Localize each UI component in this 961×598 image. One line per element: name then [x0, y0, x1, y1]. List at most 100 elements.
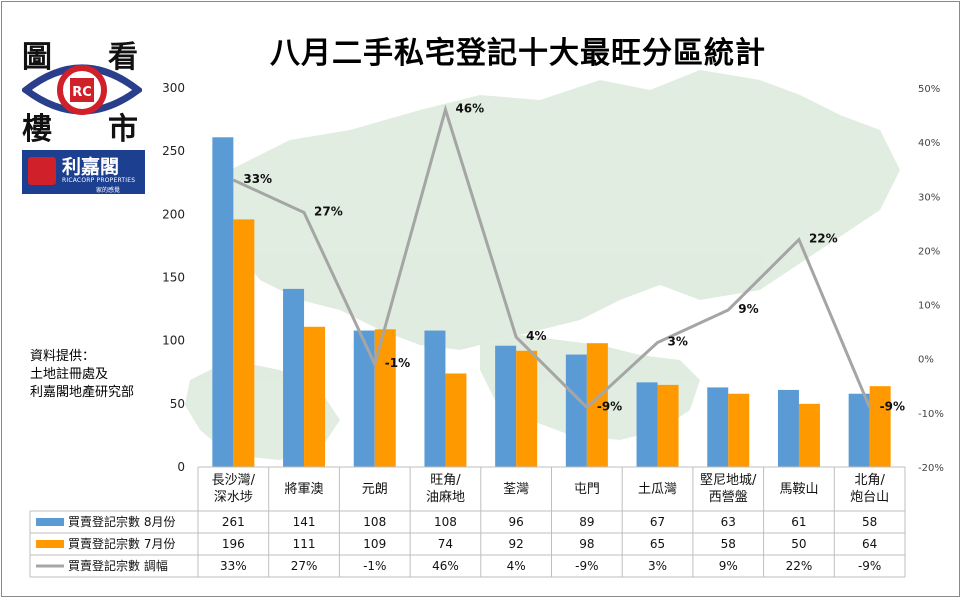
table-cell: 58	[862, 515, 877, 529]
change-data-label: -9%	[880, 399, 905, 413]
change-data-label: 9%	[738, 302, 758, 316]
bar-aug	[565, 354, 587, 467]
source-line-3: 利嘉閣地產研究部	[30, 385, 135, 400]
bar-aug	[707, 387, 729, 467]
y-right-tick-label: 40%	[918, 138, 940, 149]
table-cell: 111	[293, 537, 316, 551]
table-cell: 98	[579, 537, 594, 551]
category-label: 深水埗	[214, 490, 253, 505]
legend-series-name: 買賣登記宗數 8月份	[68, 514, 175, 529]
logo-char-2: 看	[108, 40, 138, 75]
logo: RC 圖 看 樓 市	[22, 32, 142, 147]
change-data-label: 4%	[526, 329, 546, 343]
bar-aug	[636, 382, 658, 467]
category-label: 北角/	[854, 473, 885, 488]
category-label: 旺角/	[430, 473, 461, 488]
category-label: 長沙灣/	[212, 473, 256, 488]
bar-jul	[374, 329, 396, 467]
table-cell: 96	[509, 515, 524, 529]
change-data-label: -1%	[385, 356, 410, 370]
change-data-label: 3%	[668, 334, 688, 348]
table-cell: 46%	[432, 559, 459, 573]
logo-char-3: 樓	[22, 112, 52, 147]
brand-mark-icon	[28, 157, 56, 185]
change-data-label: 22%	[809, 232, 838, 246]
table-cell: -1%	[363, 559, 386, 573]
y-left-tick-label: 150	[162, 271, 185, 285]
table-cell: 50	[791, 537, 806, 551]
table-cell: 33%	[220, 559, 247, 573]
emblem-text: RC	[72, 85, 92, 100]
y-left-tick-label: 100	[162, 334, 185, 348]
bar-jul	[869, 386, 891, 467]
table-cell: 9%	[719, 559, 738, 573]
y-right-tick-label: -10%	[918, 409, 944, 420]
table-cell: 3%	[648, 559, 667, 573]
category-label: 將軍澳	[285, 481, 324, 497]
y-left-tick-label: 300	[162, 81, 185, 95]
table-cell: -9%	[858, 559, 881, 573]
eye-emblem-icon: RC	[22, 64, 142, 115]
brand-sub-zh: 家的感覺	[96, 187, 121, 194]
table-cell: 61	[791, 515, 806, 529]
table-cell: 22%	[786, 559, 813, 573]
bar-jul	[586, 343, 608, 467]
y-left-tick-label: 50	[170, 397, 185, 411]
table-cell: 261	[222, 515, 245, 529]
legend-key-bar	[36, 518, 64, 526]
y-left-tick-label: 200	[162, 207, 185, 221]
bar-jul	[516, 350, 538, 467]
bar-jul	[304, 326, 326, 467]
logo-char-1: 圖	[22, 40, 52, 75]
brand-name: 利嘉閣	[62, 156, 120, 178]
table-cell: 65	[650, 537, 665, 551]
brand-logo: 利嘉閣 RICACORP PROPERTIES 家的感覺	[22, 150, 145, 194]
bar-jul	[728, 393, 750, 467]
bar-jul	[233, 219, 255, 467]
table-cell: 74	[438, 537, 453, 551]
bar-aug	[283, 288, 305, 467]
category-label: 西營盤	[709, 490, 748, 505]
table-cell: 58	[721, 537, 736, 551]
source-note: 資料提供： 土地註冊處及 利嘉閣地產研究部	[30, 348, 134, 402]
category-label: 堅尼地城/	[700, 473, 757, 488]
change-data-label: 46%	[455, 102, 484, 116]
change-line	[232, 104, 872, 410]
bar-aug	[424, 330, 446, 467]
legend-series-name: 買賣登記宗數 調幅	[68, 558, 168, 573]
y-right-tick-label: 50%	[918, 84, 940, 95]
category-label: 炮台山	[850, 490, 889, 505]
table-cell: 141	[293, 515, 316, 529]
bar-aug	[848, 393, 870, 467]
category-label: 馬鞍山	[779, 481, 818, 497]
y-right-tick-label: -20%	[918, 463, 944, 474]
bar-aug	[777, 389, 799, 467]
change-data-label: -9%	[597, 399, 622, 413]
bar-jul	[657, 384, 679, 467]
y-left-tick-label: 0	[177, 460, 185, 474]
table-cell: 63	[721, 515, 736, 529]
category-label: 屯門	[574, 482, 600, 497]
table-cell: 27%	[291, 559, 318, 573]
table-cell: 108	[363, 515, 386, 529]
category-label: 荃灣	[503, 482, 529, 497]
bar-jul	[445, 373, 467, 467]
chart-title: 八月二手私宅登記十大最旺分區統計	[270, 36, 766, 71]
y-right-tick-label: 10%	[918, 301, 940, 312]
y-right-tick-label: 20%	[918, 246, 940, 257]
table-cell: -9%	[575, 559, 598, 573]
table-cell: 4%	[507, 559, 526, 573]
table-cell: 64	[862, 537, 877, 551]
table-cell: 196	[222, 537, 245, 551]
y-right-tick-label: 30%	[918, 192, 940, 203]
y-right-tick-label: 0%	[918, 355, 934, 366]
table-cell: 109	[363, 537, 386, 551]
bar-jul	[798, 403, 820, 467]
change-data-label: 27%	[314, 205, 343, 219]
y-left-tick-label: 250	[162, 144, 185, 158]
table-cell: 67	[650, 515, 665, 529]
category-label: 油麻地	[426, 490, 465, 505]
category-label: 土瓜灣	[638, 482, 677, 497]
bar-aug	[495, 345, 517, 467]
